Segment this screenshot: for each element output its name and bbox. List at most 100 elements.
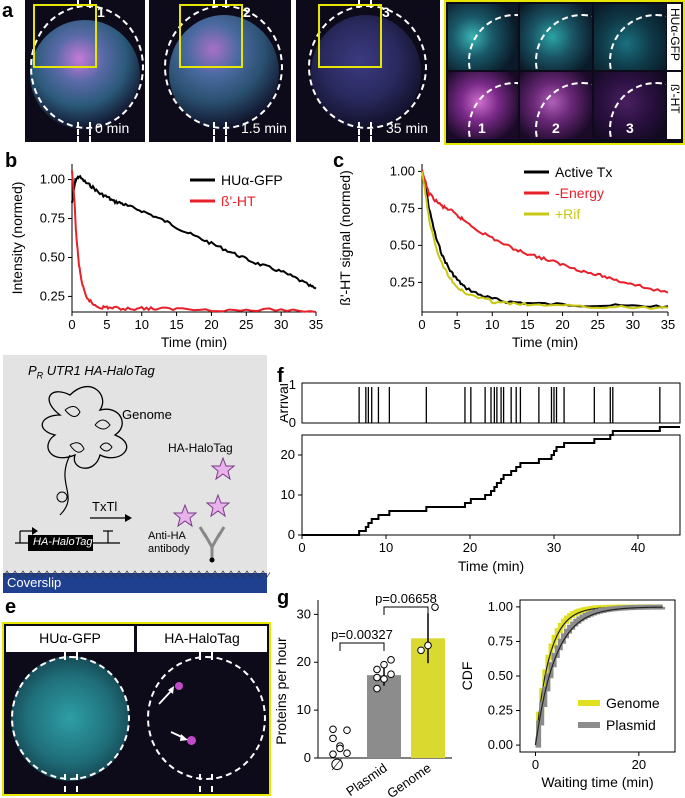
coverslip-label: Coverslip	[7, 575, 62, 590]
y-axis-label: ß'-HT signal (normed)	[337, 170, 353, 305]
halotag-label: HA-HaloTag	[168, 441, 233, 455]
y-tick-label: 0.00	[488, 737, 513, 752]
panel-label-a: a	[2, 0, 14, 22]
schematic-d: Coverslip PR UTR1 HA-HaloTag Genome HA-H…	[0, 355, 270, 593]
y-tick-label: 0.50	[488, 668, 513, 683]
spot	[175, 682, 183, 690]
data-point	[329, 734, 337, 743]
data-point	[380, 660, 388, 669]
panel-label-b: b	[5, 150, 18, 172]
data-point	[387, 670, 395, 679]
x-tick-label: 30	[626, 317, 640, 332]
label-gfp: HUα-GFP	[39, 630, 101, 646]
x-tick-label: 0	[298, 540, 305, 555]
inset-gfp-1	[448, 4, 518, 70]
inset-number: 1	[478, 120, 486, 136]
frame-number: 1	[97, 4, 105, 20]
gene-label: HA-HaloTag	[33, 536, 93, 548]
label-halotag: HA-HaloTag	[164, 630, 240, 646]
data-point	[424, 641, 432, 650]
bar	[367, 675, 401, 758]
data-point	[373, 673, 381, 682]
frame-time: 0 min	[95, 120, 130, 136]
counter-frame	[301, 434, 681, 536]
inset-label-gfp: HUα-GFP	[668, 8, 682, 61]
inset-gfp-2	[520, 4, 592, 70]
y-tick-label: 0.50	[40, 249, 65, 264]
x-tick-label: ∅	[330, 757, 344, 774]
y-tick-label: 0.50	[390, 237, 415, 252]
x-tick-label: 20	[632, 757, 646, 772]
y-tick-label: 20	[297, 654, 311, 669]
frame-number: 3	[382, 4, 390, 20]
series-line-1	[71, 174, 317, 290]
spot	[187, 736, 196, 745]
x-tick-label: 10	[379, 540, 393, 555]
x-tick-label: Plasmid	[343, 760, 389, 798]
zoom-inset-grid: 1 2 3 HUα-GFP ß'-HT	[444, 0, 685, 145]
x-tick-label: 35	[661, 317, 675, 332]
panel-label-c: c	[333, 150, 345, 172]
x-axis-label: Time (min)	[512, 334, 578, 350]
series-line-3	[421, 171, 669, 310]
antibody-label-1: Anti-HA	[148, 530, 186, 542]
data-point	[343, 749, 351, 758]
panel-e-frame: HUα-GFP HA-HaloTag	[2, 622, 271, 796]
chart-c: 0 5 10 15 20 25 30 35 0.25 0.50 0.75 1.00 Time (min)…	[337, 163, 675, 350]
genome-label: Genome	[122, 407, 172, 422]
y-tick-label: 0	[288, 527, 295, 542]
micrograph-frame-2: 2 1.5 min	[149, 0, 291, 142]
y-tick-label: 0	[289, 415, 296, 430]
micrograph-frame-3: 3 35 min	[296, 0, 440, 142]
data-point	[387, 656, 395, 664]
panel-label-g: g	[277, 587, 290, 609]
y-tick-label: 0.75	[40, 211, 65, 226]
x-axis-label: Time (min)	[458, 558, 524, 574]
x-tick-label: 30	[547, 540, 561, 555]
construct-title: PR UTR1 HA-HaloTag	[28, 363, 155, 381]
frame-number: 2	[243, 4, 251, 20]
inset-ht-3: 3	[594, 72, 666, 139]
p-value-label: p=0.00327	[331, 627, 393, 642]
data-point	[417, 646, 425, 655]
y-tick-label: 0.75	[390, 200, 415, 215]
x-tick-label: 5	[103, 317, 110, 332]
inset-ht-1: 1	[448, 72, 518, 139]
data-point	[380, 675, 388, 683]
y-tick-label: 10	[281, 487, 295, 502]
y-tick-label: 1.00	[390, 163, 415, 178]
counter-line	[302, 426, 680, 536]
x-tick-label: 0	[532, 757, 539, 772]
p-value-label: p=0.06658	[375, 591, 437, 606]
micrograph-halotag: HA-HaloTag	[137, 626, 267, 792]
y-tick-label: 20	[281, 447, 295, 462]
inset-label-ht: ß'-HT	[668, 84, 682, 114]
y-axis-label: Proteins per hour	[273, 637, 289, 745]
x-tick-label: 0	[68, 317, 75, 332]
frame-time: 35 min	[386, 120, 429, 136]
chart-f: 10Arrival01020010203040CounterTime (min)	[280, 377, 681, 574]
data-point	[373, 684, 381, 693]
legend-label: ß'-HT	[221, 193, 256, 209]
y-tick-label: 30	[297, 606, 311, 621]
x-axis-label: Waiting time (min)	[541, 774, 653, 790]
micrograph-gfp: HUα-GFP	[6, 626, 134, 792]
legend-label: HUα-GFP	[221, 172, 283, 188]
panel-label-e: e	[5, 596, 17, 618]
x-tick-label: 20	[463, 540, 477, 555]
y-tick-label: 1	[289, 377, 296, 392]
legend-label: Plasmid	[606, 717, 656, 733]
schematic-drawing	[2, 386, 270, 578]
inset-ht-2: 2	[520, 72, 592, 139]
data-point	[336, 744, 344, 753]
micrograph-frame-1: 1 0 min	[25, 0, 145, 142]
data-point	[343, 726, 351, 735]
data-point	[329, 750, 337, 758]
x-tick-label: 25	[239, 317, 253, 332]
y-axis-label: Arrival	[280, 383, 291, 423]
chart-b: 0 5 10 15 20 25 30 35 0.25 0.50 0.75 1.00 Time (min)…	[9, 164, 323, 350]
x-tick-label: 20	[204, 317, 218, 332]
coverslip: Coverslip	[3, 573, 267, 593]
y-axis-label: Intensity (normed)	[9, 182, 25, 295]
x-tick-label: 25	[590, 317, 604, 332]
